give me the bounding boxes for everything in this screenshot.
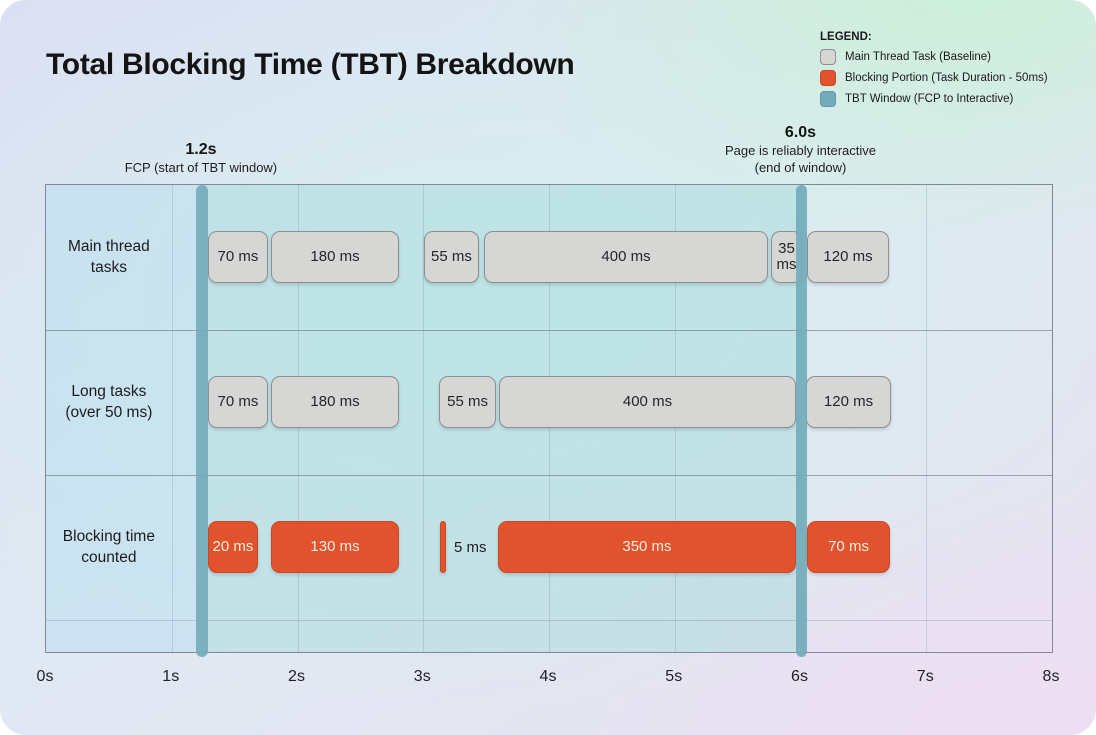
- row-label-line: Blocking time: [62, 528, 155, 546]
- task-bar: 55 ms: [439, 376, 497, 428]
- axis-tick-label: 5s: [665, 668, 683, 685]
- fcp-marker-label: 1.2s FCP (start of TBT window): [125, 141, 277, 176]
- task-bar: 120 ms: [807, 231, 890, 283]
- legend-items: Main Thread Task (Baseline) Blocking Port…: [820, 49, 1048, 107]
- interactive-time: 6.0s: [784, 124, 817, 142]
- axis-tick-label: 8s: [1042, 668, 1060, 685]
- blocking-bar: 130 ms: [271, 521, 399, 573]
- task-bar: 400 ms: [499, 376, 796, 428]
- legend-item-label: Blocking Portion (Task Duration - 50ms): [845, 72, 1048, 84]
- time-axis: 0s 1s 2s 3s 4s 5s 6s 7s 8s: [37, 668, 1060, 692]
- row-label: Long tasks (over 50 ms): [46, 330, 172, 475]
- row-label-line: counted: [81, 548, 137, 566]
- row-label-line: Long tasks: [71, 383, 147, 401]
- task-bar: 180 ms: [271, 376, 399, 428]
- task-swatch-icon: [820, 49, 836, 65]
- axis-tick-label: 0s: [36, 668, 54, 685]
- tbt-window-end-band: [795, 185, 807, 657]
- row-label: Blocking time counted: [46, 475, 172, 620]
- legend-item-label: TBT Window (FCP to Interactive): [845, 93, 1014, 105]
- blocking-bar: [439, 521, 446, 573]
- gridline-horizontal: [46, 620, 1052, 621]
- legend-item: TBT Window (FCP to Interactive): [820, 91, 1048, 107]
- page-title: Total Blocking Time (TBT) Breakdown: [46, 48, 575, 81]
- task-bar: 70 ms: [207, 231, 268, 283]
- axis-tick-label: 1s: [162, 668, 180, 685]
- axis-tick-label: 4s: [539, 668, 557, 685]
- fcp-time: 1.2s: [185, 141, 217, 159]
- gridline-vertical: [926, 185, 928, 652]
- legend: LEGEND: Main Thread Task (Baseline) Block…: [820, 31, 1048, 112]
- task-bar: 400 ms: [484, 231, 768, 283]
- axis-tick-label: 3s: [413, 668, 431, 685]
- gridline-vertical: [171, 185, 173, 652]
- bar-outside-label: 5 ms: [454, 538, 487, 556]
- blocking-bar: 20 ms: [207, 521, 258, 573]
- legend-item-label: Main Thread Task (Baseline): [845, 51, 991, 63]
- window-swatch-icon: [820, 91, 836, 107]
- axis-tick-label: 6s: [791, 668, 808, 685]
- legend-heading: LEGEND:: [820, 31, 872, 43]
- interactive-marker-label: 6.0s Page is reliably interactive (end o…: [725, 124, 876, 176]
- timeline-markers: 1.2s FCP (start of TBT window) 6.0s Page…: [45, 0, 1051, 184]
- blocking-swatch-icon: [820, 70, 836, 86]
- row-label-line: Main thread: [67, 238, 150, 256]
- blocking-bar: 70 ms: [807, 521, 891, 573]
- pre-window-tint: [46, 185, 202, 652]
- task-bar: 120 ms: [806, 376, 892, 428]
- row-label-line: (over 50 ms): [65, 403, 153, 421]
- timeline-grid: Main thread tasks 70 ms 180 ms 55 ms 400 ms 35…: [45, 184, 1053, 657]
- task-bar: 70 ms: [207, 376, 268, 428]
- gridline-horizontal: [46, 475, 1052, 476]
- task-bar: 180 ms: [271, 231, 399, 283]
- axis-tick-label: 2s: [288, 668, 305, 685]
- axis-tick-label: 7s: [916, 668, 934, 685]
- tbt-window-start-band: [195, 185, 208, 657]
- row-label: Main thread tasks: [46, 185, 172, 330]
- task-bar: 55 ms: [423, 231, 479, 283]
- fcp-caption: FCP (start of TBT window): [124, 160, 278, 176]
- legend-item: Main Thread Task (Baseline): [820, 49, 1048, 65]
- interactive-caption-line1: Page is reliably interactive: [724, 143, 877, 159]
- row-label-line: tasks: [90, 258, 127, 276]
- gridline-horizontal: [46, 330, 1052, 331]
- gridline-vertical: [423, 185, 425, 652]
- interactive-caption-line2: (end of window): [754, 160, 847, 176]
- blocking-bar: 350 ms: [497, 521, 796, 573]
- legend-item: Blocking Portion (Task Duration - 50ms): [820, 70, 1048, 86]
